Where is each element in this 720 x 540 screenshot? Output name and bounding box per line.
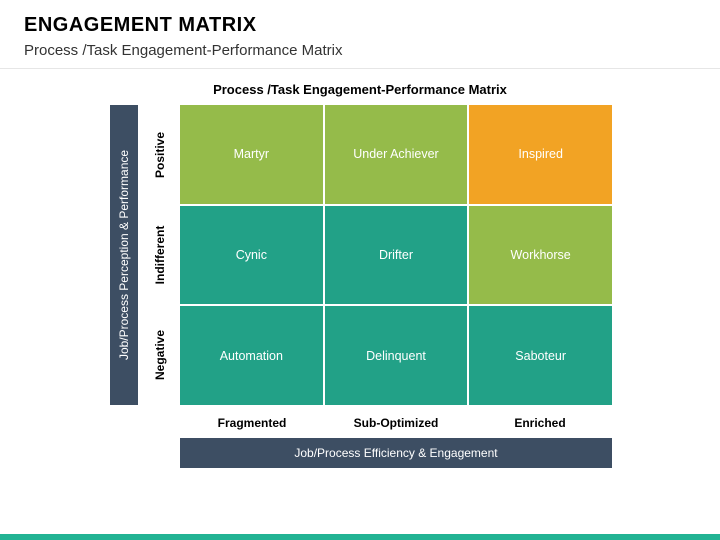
cell-automation: Automation — [180, 306, 323, 405]
row-label-text: Indifferent — [153, 226, 167, 285]
footer-accent-bar — [0, 534, 720, 540]
y-axis-label: Job/Process Perception & Performance — [117, 150, 131, 360]
cell-cynic: Cynic — [180, 206, 323, 305]
cell-under-achiever: Under Achiever — [325, 105, 468, 204]
col-label-enriched: Enriched — [468, 410, 612, 430]
y-axis-bar: Job/Process Perception & Performance — [110, 105, 138, 405]
row-label-text: Negative — [153, 330, 167, 380]
row-label-positive: Positive — [148, 105, 172, 205]
row-label-negative: Negative — [148, 305, 172, 405]
column-labels: Fragmented Sub-Optimized Enriched — [180, 410, 612, 430]
row-label-text: Positive — [153, 132, 167, 178]
matrix-grid: Martyr Under Achiever Inspired Cynic Dri… — [180, 105, 612, 405]
page-title: ENGAGEMENT MATRIX — [24, 14, 257, 37]
cell-saboteur: Saboteur — [469, 306, 612, 405]
x-axis-label: Job/Process Efficiency & Engagement — [294, 446, 497, 460]
cell-martyr: Martyr — [180, 105, 323, 204]
cell-delinquent: Delinquent — [325, 306, 468, 405]
matrix-title: Process /Task Engagement-Performance Mat… — [0, 82, 720, 97]
x-axis-bar: Job/Process Efficiency & Engagement — [180, 438, 612, 468]
page: ENGAGEMENT MATRIX Process /Task Engageme… — [0, 0, 720, 540]
col-label-sub-optimized: Sub-Optimized — [324, 410, 468, 430]
row-label-indifferent: Indifferent — [148, 205, 172, 305]
cell-workhorse: Workhorse — [469, 206, 612, 305]
header-divider — [0, 68, 720, 69]
cell-inspired: Inspired — [469, 105, 612, 204]
cell-drifter: Drifter — [325, 206, 468, 305]
col-label-fragmented: Fragmented — [180, 410, 324, 430]
page-subtitle: Process /Task Engagement-Performance Mat… — [24, 42, 342, 59]
